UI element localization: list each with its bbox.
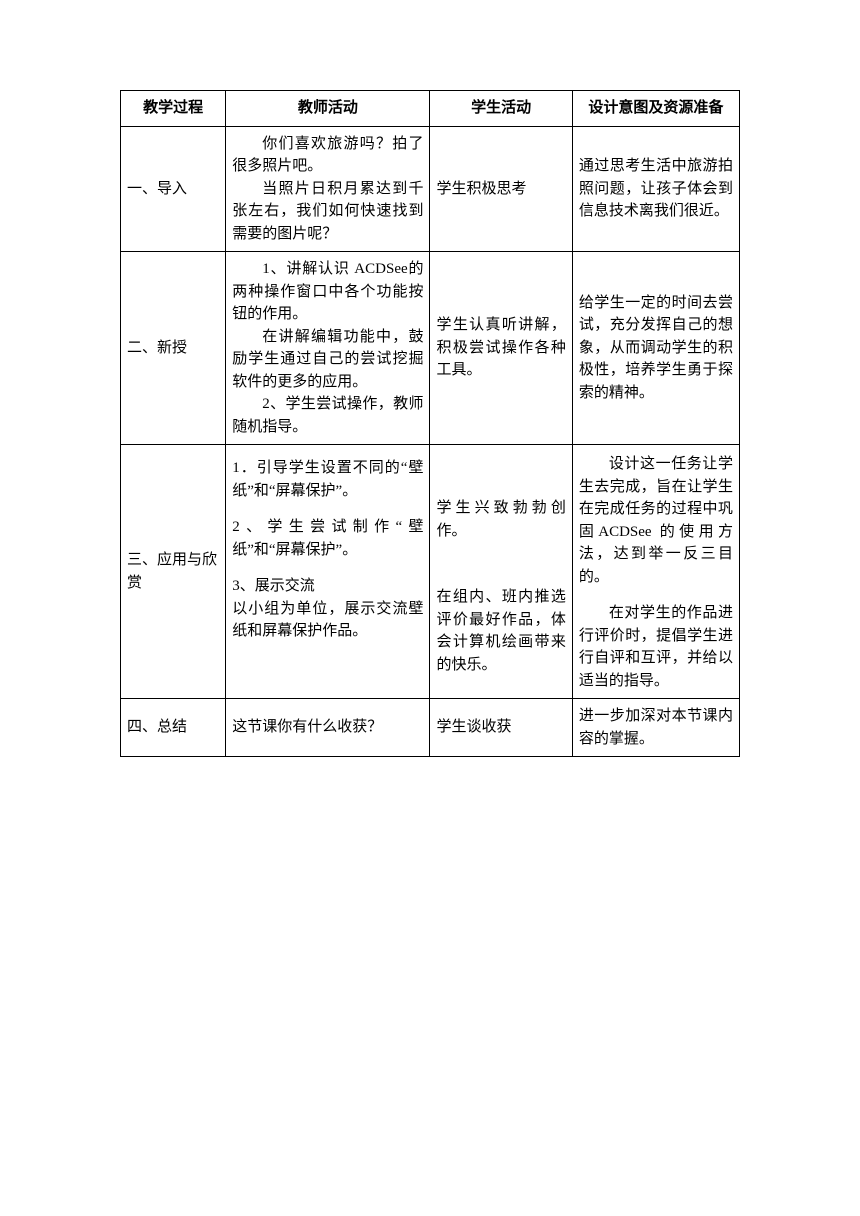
table-row: 二、新授 1、讲解认识 ACDSee的两种操作窗口中各个功能按钮的作用。 在讲解… — [121, 252, 740, 445]
cell-process: 二、新授 — [121, 252, 226, 445]
cell-process: 四、总结 — [121, 699, 226, 757]
cell-teacher: 1．引导学生设置不同的“壁纸”和“屏幕保护”。 2、学生尝试制作“壁纸”和“屏幕… — [226, 445, 430, 699]
table-row: 四、总结 这节课你有什么收获？ 学生谈收获 进一步加深对本节课内容的掌握。 — [121, 699, 740, 757]
cell-teacher: 这节课你有什么收获？ — [226, 699, 430, 757]
cell-design: 设计这一任务让学生去完成，旨在让学生在完成任务的过程中巩固ACDSee 的使用方… — [572, 445, 739, 699]
cell-student: 学生积极思考 — [430, 126, 572, 252]
header-student: 学生活动 — [430, 91, 572, 127]
teacher-text: 2、学生尝试操作，教师随机指导。 — [232, 393, 423, 438]
lesson-plan-table: 教学过程 教师活动 学生活动 设计意图及资源准备 一、导入 你们喜欢旅游吗？拍了… — [120, 90, 740, 757]
cell-student: 学生谈收获 — [430, 699, 572, 757]
teacher-text: 当照片日积月累达到千张左右，我们如何快速找到需要的图片呢？ — [232, 178, 423, 246]
table-row: 一、导入 你们喜欢旅游吗？拍了很多照片吧。 当照片日积月累达到千张左右，我们如何… — [121, 126, 740, 252]
header-process: 教学过程 — [121, 91, 226, 127]
header-teacher: 教师活动 — [226, 91, 430, 127]
cell-student: 学生认真听讲解，积极尝试操作各种工具。 — [430, 252, 572, 445]
student-text: 在组内、班内推选评价最好作品，体会计算机绘画带来的快乐。 — [436, 586, 565, 676]
teacher-text: 你们喜欢旅游吗？拍了很多照片吧。 — [232, 133, 423, 178]
design-text: 在对学生的作品进行评价时，提倡学生进行自评和互评，并给以适当的指导。 — [579, 602, 733, 692]
cell-process: 一、导入 — [121, 126, 226, 252]
teacher-text: 在讲解编辑功能中，鼓励学生通过自己的尝试挖掘软件的更多的应用。 — [232, 326, 423, 394]
cell-design: 通过思考生活中旅游拍照问题，让孩子体会到信息技术离我们很近。 — [572, 126, 739, 252]
table-header-row: 教学过程 教师活动 学生活动 设计意图及资源准备 — [121, 91, 740, 127]
teacher-text: 以小组为单位，展示交流壁纸和屏幕保护作品。 — [232, 598, 423, 643]
cell-teacher: 你们喜欢旅游吗？拍了很多照片吧。 当照片日积月累达到千张左右，我们如何快速找到需… — [226, 126, 430, 252]
teacher-text: 3、展示交流 — [232, 575, 423, 598]
cell-design: 进一步加深对本节课内容的掌握。 — [572, 699, 739, 757]
teacher-text: 1、讲解认识 ACDSee的两种操作窗口中各个功能按钮的作用。 — [232, 258, 423, 326]
design-text: 设计这一任务让学生去完成，旨在让学生在完成任务的过程中巩固ACDSee 的使用方… — [579, 453, 733, 588]
header-design: 设计意图及资源准备 — [572, 91, 739, 127]
cell-process: 三、应用与欣赏 — [121, 445, 226, 699]
teacher-text: 1．引导学生设置不同的“壁纸”和“屏幕保护”。 — [232, 457, 423, 502]
cell-student: 学生兴致勃勃创作。 在组内、班内推选评价最好作品，体会计算机绘画带来的快乐。 — [430, 445, 572, 699]
table-row: 三、应用与欣赏 1．引导学生设置不同的“壁纸”和“屏幕保护”。 2、学生尝试制作… — [121, 445, 740, 699]
cell-design: 给学生一定的时间去尝试，充分发挥自己的想象，从而调动学生的积极性，培养学生勇于探… — [572, 252, 739, 445]
student-text: 学生兴致勃勃创作。 — [436, 497, 565, 542]
cell-teacher: 1、讲解认识 ACDSee的两种操作窗口中各个功能按钮的作用。 在讲解编辑功能中… — [226, 252, 430, 445]
teacher-text: 2、学生尝试制作“壁纸”和“屏幕保护”。 — [232, 516, 423, 561]
